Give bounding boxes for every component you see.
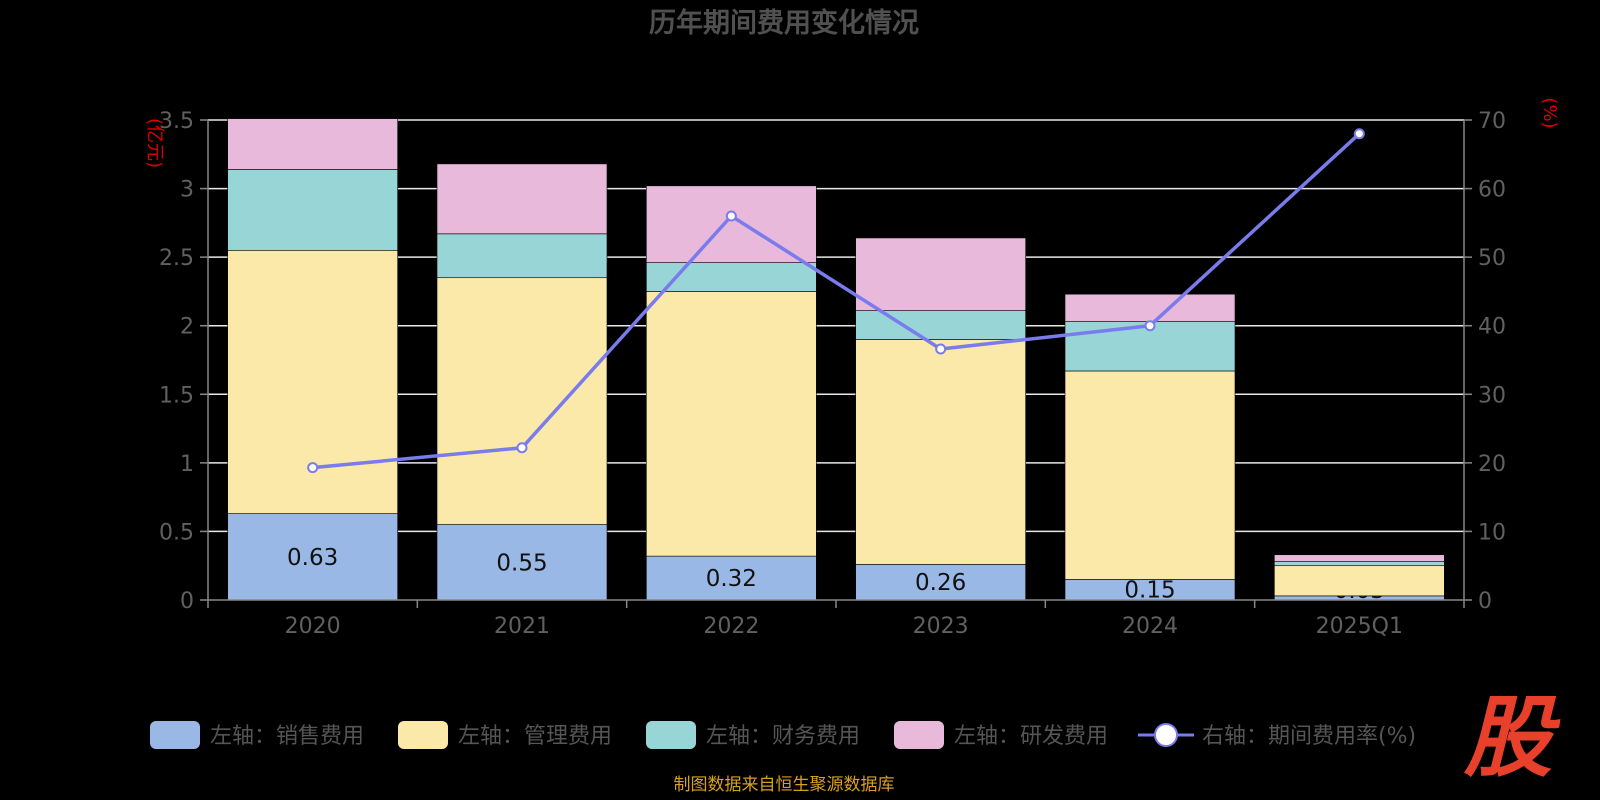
right-tick-label: 50 xyxy=(1478,246,1506,271)
expense-rate-point xyxy=(1144,320,1156,332)
right-tick-label: 20 xyxy=(1478,452,1506,477)
bar-segment-3 xyxy=(1274,561,1445,567)
legend-line-marker xyxy=(1154,723,1178,747)
axes: 0 0.5 1 1.5 2 2.5 3 3.5 0 10 20 30 40 50 60 70 2020 2021 2… xyxy=(159,109,1506,639)
right-tick-label: 10 xyxy=(1478,520,1506,545)
left-tick-label: 0 xyxy=(180,589,194,614)
bar-segment-3 xyxy=(436,233,608,279)
right-tick-label: 60 xyxy=(1478,178,1506,203)
legend-label-3: 左轴：财务费用 xyxy=(706,724,860,749)
bar-segment-4 xyxy=(1274,554,1445,562)
x-tick-label: 2025Q1 xyxy=(1316,614,1403,639)
expense-rate-line xyxy=(312,132,1361,470)
bar-data-label: 0.32 xyxy=(706,566,757,592)
legend-label-line: 右轴：期间费用率(%) xyxy=(1202,724,1416,749)
grid-lines xyxy=(208,119,1464,533)
x-tick-label: 2021 xyxy=(494,614,550,639)
bar-data-label: 0.63 xyxy=(287,545,338,571)
expense-rate-point xyxy=(307,462,319,474)
legend-label-4: 左轴：研发费用 xyxy=(954,724,1108,749)
x-tick-label: 2022 xyxy=(703,614,759,639)
expense-rate-point xyxy=(725,210,737,222)
bar-segment-3 xyxy=(855,310,1026,340)
line-group xyxy=(307,128,1365,474)
bar-segment-4 xyxy=(1064,293,1236,322)
watermark-glyph: 股 xyxy=(1463,686,1561,789)
bar-segment-2 xyxy=(436,277,608,525)
bar-segment-2 xyxy=(646,291,817,557)
left-tick-label: 2.5 xyxy=(159,246,194,271)
bar-segment-3 xyxy=(646,262,817,292)
left-tick-label: 3 xyxy=(180,178,194,203)
expense-rate-point xyxy=(516,442,528,454)
x-tick-label: 2020 xyxy=(285,614,341,639)
source-note: 制图数据来自恒生聚源数据库 xyxy=(674,775,895,795)
legend-swatch-2 xyxy=(398,721,448,749)
right-tick-label: 0 xyxy=(1478,589,1492,614)
expense-rate-point xyxy=(1353,128,1365,140)
watermark-logo: 股 xyxy=(1463,686,1561,789)
bar-segment-4 xyxy=(227,118,398,170)
bar-data-label: 0.55 xyxy=(496,550,547,576)
bar-segment-4 xyxy=(436,163,608,235)
bar-segment-2 xyxy=(1274,565,1445,597)
chart-title: 历年期间费用变化情况 xyxy=(649,7,919,39)
left-tick-label: 3.5 xyxy=(159,109,194,134)
bar-group: 0.630.550.320.260.150.03 xyxy=(227,118,1445,604)
bar-segment-2 xyxy=(855,339,1026,565)
legend: 左轴：销售费用 左轴：管理费用 左轴：财务费用 左轴：研发费用 右轴：期间费用率(%) xyxy=(150,721,1416,749)
right-tick-label: 40 xyxy=(1478,315,1506,340)
legend-label-1: 左轴：销售费用 xyxy=(210,724,364,749)
bar-segment-2 xyxy=(1064,370,1236,580)
bar-segment-2 xyxy=(227,249,398,514)
x-tick-label: 2024 xyxy=(1122,614,1178,639)
right-tick-label: 30 xyxy=(1478,383,1506,408)
bar-segment-1 xyxy=(646,555,817,601)
x-tick-label: 2023 xyxy=(913,614,969,639)
left-tick-label: 1 xyxy=(180,452,194,477)
bar-segment-3 xyxy=(227,169,398,251)
legend-swatch-3 xyxy=(646,721,696,749)
bar-segment-1 xyxy=(855,564,1026,601)
left-tick-label: 1.5 xyxy=(159,383,194,408)
legend-swatch-4 xyxy=(894,721,944,749)
legend-swatch-1 xyxy=(150,721,200,749)
bar-segment-1 xyxy=(436,524,608,601)
left-axis-unit: (亿元) xyxy=(144,118,165,168)
right-tick-label: 70 xyxy=(1478,109,1506,134)
legend-label-2: 左轴：管理费用 xyxy=(458,724,612,749)
left-tick-label: 0.5 xyxy=(159,520,194,545)
left-tick-label: 2 xyxy=(180,315,194,340)
expense-rate-point xyxy=(935,343,947,355)
bar-segment-4 xyxy=(855,237,1026,311)
right-axis-unit: (%) xyxy=(1539,97,1560,128)
bar-segment-4 xyxy=(646,185,817,263)
bar-data-label: 0.26 xyxy=(915,570,966,596)
